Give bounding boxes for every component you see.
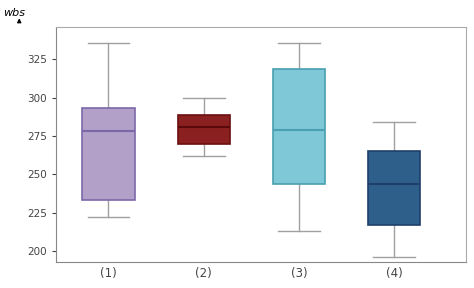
Bar: [82, 109, 135, 200]
Bar: [368, 151, 420, 225]
Bar: [273, 69, 325, 184]
Text: wbs: wbs: [3, 8, 25, 18]
Bar: [178, 115, 230, 144]
